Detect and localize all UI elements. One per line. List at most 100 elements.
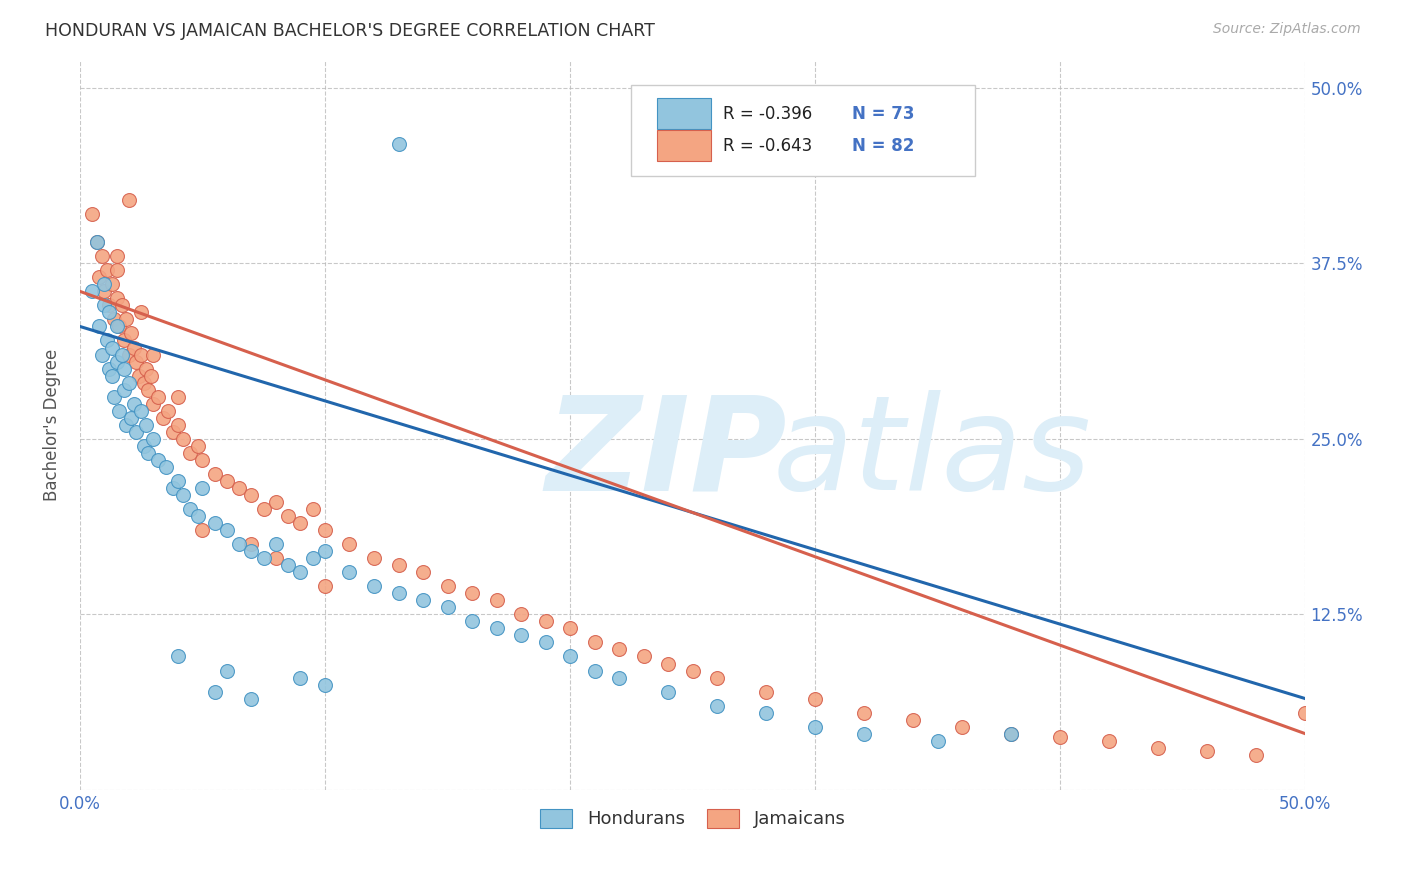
Point (436, 579, 458, 593)
Point (179, 446, 201, 460)
Point (100, 277, 122, 292)
Point (903, 713, 925, 727)
Point (215, 664, 238, 678)
Text: atlas: atlas (772, 391, 1091, 517)
Point (755, 706, 778, 720)
Point (172, 432, 194, 446)
Point (89, 270, 111, 285)
Point (129, 305, 152, 319)
Point (1147, 740, 1170, 755)
Point (583, 664, 606, 678)
Point (179, 502, 201, 516)
Point (105, 249, 128, 263)
Point (167, 417, 190, 432)
Point (135, 361, 157, 376)
Point (215, 474, 238, 488)
Point (228, 481, 250, 495)
Point (485, 593, 508, 607)
Point (510, 607, 533, 622)
Point (82, 207, 104, 221)
Y-axis label: Bachelor's Degree: Bachelor's Degree (44, 349, 60, 501)
Point (162, 481, 184, 495)
Point (86, 235, 108, 250)
Point (1197, 743, 1219, 757)
Point (115, 312, 138, 326)
Point (118, 376, 141, 390)
Point (240, 691, 263, 706)
Point (240, 544, 263, 558)
Point (129, 403, 152, 417)
Point (927, 733, 949, 747)
Point (412, 593, 434, 607)
Point (191, 523, 214, 537)
Point (204, 467, 226, 481)
Point (607, 642, 630, 657)
Point (264, 495, 287, 509)
Point (290, 516, 312, 530)
Point (387, 136, 409, 151)
Point (534, 615, 557, 629)
Point (138, 446, 160, 460)
Point (118, 193, 141, 207)
Point (129, 347, 152, 361)
Point (633, 649, 655, 664)
Point (90, 347, 112, 361)
Point (89, 319, 111, 334)
Text: Source: ZipAtlas.com: Source: ZipAtlas.com (1213, 22, 1361, 37)
Point (314, 677, 336, 691)
Point (100, 341, 122, 355)
Point (108, 319, 131, 334)
Point (240, 488, 263, 502)
Text: R = -0.643: R = -0.643 (723, 136, 813, 155)
Point (277, 558, 299, 573)
Point (172, 488, 194, 502)
Point (125, 354, 148, 368)
Point (436, 600, 458, 615)
Point (204, 516, 226, 530)
Point (510, 628, 533, 642)
Point (253, 551, 276, 566)
Point (1000, 727, 1022, 741)
Point (657, 684, 679, 698)
Point (128, 368, 150, 383)
Point (314, 579, 336, 593)
Point (139, 368, 162, 383)
Point (1246, 747, 1268, 762)
Point (804, 720, 827, 734)
Text: N = 82: N = 82 (852, 136, 914, 155)
Text: ZIP: ZIP (546, 391, 787, 517)
Point (118, 347, 141, 361)
Point (105, 263, 128, 277)
Point (301, 551, 323, 566)
Point (157, 403, 180, 417)
Point (387, 586, 409, 600)
Point (277, 509, 299, 524)
Point (290, 671, 312, 685)
Point (105, 354, 128, 368)
Point (86, 235, 108, 250)
Point (950, 720, 973, 734)
Point (301, 502, 323, 516)
Point (96, 263, 118, 277)
Point (96, 334, 118, 348)
Point (558, 649, 581, 664)
Point (100, 368, 122, 383)
Point (120, 326, 142, 341)
Point (1049, 730, 1071, 744)
Point (167, 390, 190, 404)
Point (148, 390, 170, 404)
Point (853, 727, 876, 741)
Point (853, 706, 876, 720)
Point (103, 312, 125, 326)
Point (110, 298, 132, 312)
Point (706, 671, 728, 685)
Point (105, 319, 128, 334)
Point (105, 291, 128, 305)
Point (191, 453, 214, 467)
Point (93, 285, 115, 299)
Point (122, 397, 145, 411)
Point (122, 341, 145, 355)
Point (167, 474, 190, 488)
Point (387, 558, 409, 573)
Point (191, 481, 214, 495)
